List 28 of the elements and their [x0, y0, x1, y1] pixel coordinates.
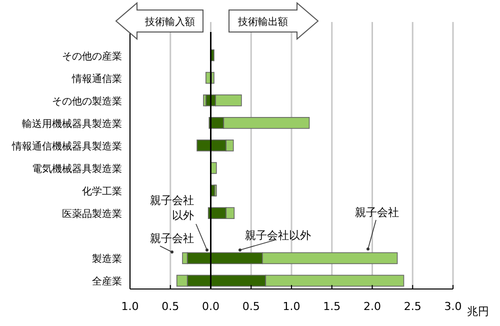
annotation: 技術輸入額 — [144, 16, 195, 28]
y-tick-label: 情報通信業 — [71, 72, 122, 85]
x-tick-label: 0.5 — [242, 300, 260, 313]
x-axis-title: 兆円 — [467, 305, 489, 318]
y-tick-label: その他の製造業 — [52, 95, 122, 108]
y-tick-label: 輸送用機械器具製造業 — [22, 118, 122, 130]
annotation: 親子会社以外 — [245, 229, 311, 242]
bar — [203, 94, 206, 106]
annotation: 親子会社 — [150, 232, 194, 245]
annotation: 技術輸出額 — [237, 16, 288, 28]
x-tick-label: 2.5 — [404, 300, 422, 313]
y-tick-label: 全産業 — [92, 276, 122, 288]
annotation: 親子会社 — [355, 206, 399, 219]
bar — [215, 94, 242, 106]
y-tick-label: 情報通信機械器具製造業 — [11, 140, 122, 152]
x-tick-label: 0.0 — [202, 300, 220, 313]
y-tick-label: 製造業 — [92, 253, 122, 266]
annotation: 親子会社以外 — [150, 194, 194, 222]
y-tick-label: 医薬品製造業 — [62, 208, 122, 220]
x-tick-label: 1.5 — [323, 300, 341, 313]
x-tick-label: 2.0 — [364, 300, 381, 313]
x-tick-label: 1.0 — [121, 300, 139, 313]
y-tick-label: その他の産業 — [62, 50, 122, 62]
x-tick-label: 1.0 — [282, 300, 300, 313]
x-tick-label: 3.0 — [444, 300, 462, 313]
y-tick-label: 化学工業 — [82, 186, 122, 198]
x-tick-label: 0.5 — [162, 300, 180, 313]
y-tick-label: 電気機械器具製造業 — [32, 163, 122, 175]
